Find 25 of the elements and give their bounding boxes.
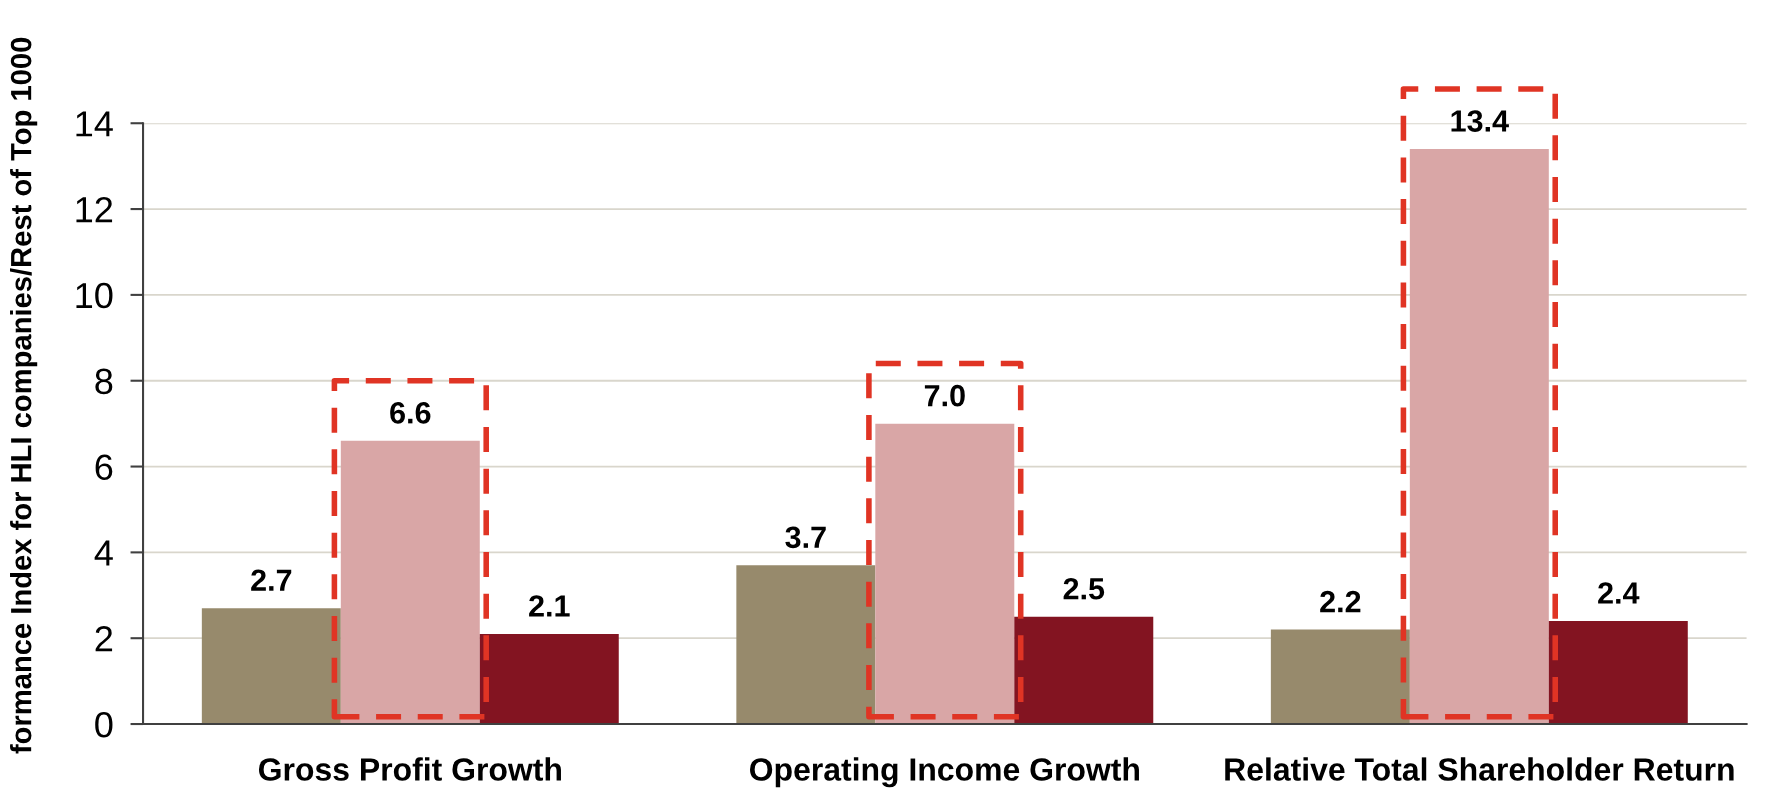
y-tick-label: 2 bbox=[95, 626, 113, 652]
data-label: 6.6 bbox=[390, 402, 431, 424]
bar bbox=[1270, 629, 1410, 725]
y-tick-label: 8 bbox=[95, 368, 113, 395]
bar bbox=[479, 633, 619, 725]
y-tick-label: 10 bbox=[76, 282, 113, 309]
y-tick-label: 12 bbox=[76, 196, 113, 223]
data-label: 7.0 bbox=[924, 384, 965, 407]
data-label: 2.7 bbox=[251, 569, 292, 591]
x-tick-label: Relative Total Shareholder Return bbox=[1225, 757, 1734, 781]
y-tick-label: 0 bbox=[95, 711, 113, 738]
data-label: 3.7 bbox=[785, 526, 826, 549]
data-label: 2.1 bbox=[529, 595, 570, 617]
data-label: 2.4 bbox=[1598, 582, 1640, 604]
data-label: 13.4 bbox=[1451, 110, 1509, 132]
data-label: 2.2 bbox=[1320, 590, 1361, 613]
y-axis-title: formance Index for HLI companies/Rest of Top 1000 bbox=[10, 37, 38, 754]
y-tick-label: 14 bbox=[76, 111, 113, 137]
y-tick-label: 4 bbox=[94, 540, 113, 566]
x-tick-label: Operating Income Growth bbox=[750, 757, 1139, 788]
bar bbox=[1014, 616, 1154, 725]
y-tick-label: 6 bbox=[95, 454, 113, 480]
bar bbox=[1548, 621, 1688, 725]
data-label: 2.5 bbox=[1063, 577, 1105, 600]
x-tick-label: Gross Profit Growth bbox=[258, 757, 561, 781]
